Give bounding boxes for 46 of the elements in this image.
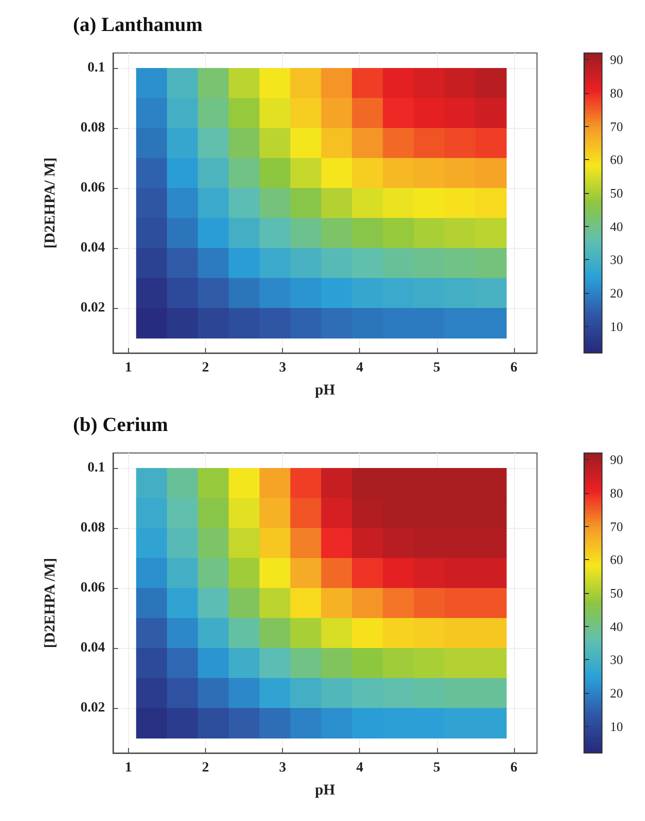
y-tick-label: 0.06 <box>80 180 105 196</box>
y-axis-title: [D2EHPA/ M] <box>42 158 58 248</box>
x-tick-label: 5 <box>433 760 440 776</box>
color-bar-label: 50 <box>610 586 623 600</box>
x-tick-label: 1 <box>124 760 132 776</box>
color-bar-label: 30 <box>610 252 623 268</box>
chart-title: (b) Cerium <box>73 414 168 436</box>
x-tick-label: 4 <box>356 760 364 776</box>
y-tick-label: 0.1 <box>88 60 105 76</box>
color-bar-label: 90 <box>610 452 623 468</box>
y-tick-label: 0.08 <box>80 520 105 536</box>
x-tick-label: 3 <box>279 360 286 376</box>
x-tick-label: 3 <box>279 760 286 776</box>
x-tick-label: 6 <box>510 760 518 776</box>
y-tick-label: 0.02 <box>80 300 105 316</box>
color-bar-label: 80 <box>610 86 623 100</box>
color-bar-label: 90 <box>610 52 623 68</box>
y-tick-label: 0.1 <box>88 460 105 476</box>
x-tick-label: 5 <box>433 360 440 376</box>
color-bar-label: 30 <box>610 652 623 668</box>
x-tick-label: 6 <box>510 360 518 376</box>
x-axis-title: pH <box>314 382 336 398</box>
x-axis-title: pH <box>314 782 336 798</box>
color-bar-label: 40 <box>610 218 623 234</box>
x-tick-label: 1 <box>124 360 132 376</box>
color-bar-label: 70 <box>610 518 623 534</box>
color-bar-label: 70 <box>610 118 623 134</box>
x-tick-label: 2 <box>202 360 210 376</box>
color-bar-label: 50 <box>610 186 623 200</box>
x-tick-label: 2 <box>202 760 210 776</box>
y-tick-label: 0.04 <box>80 240 105 256</box>
y-tick-label: 0.08 <box>80 120 105 136</box>
chart-title: (a) Lanthanum <box>73 14 203 36</box>
color-bar-label: 60 <box>610 552 623 568</box>
color-bar-label: 40 <box>610 618 623 634</box>
color-bar-label: 80 <box>610 486 623 500</box>
x-tick-label: 4 <box>356 360 364 376</box>
color-bar-label: 20 <box>610 686 623 700</box>
color-bar-label: 10 <box>610 318 623 334</box>
color-bar-label: 20 <box>610 286 623 300</box>
y-tick-label: 0.02 <box>80 700 105 716</box>
color-bar-label: 10 <box>610 718 623 734</box>
color-bar-label: 60 <box>610 152 623 168</box>
y-tick-label: 0.04 <box>80 640 105 656</box>
y-axis-title: [D2EHPA /M] <box>42 558 58 648</box>
y-tick-label: 0.06 <box>80 580 105 596</box>
